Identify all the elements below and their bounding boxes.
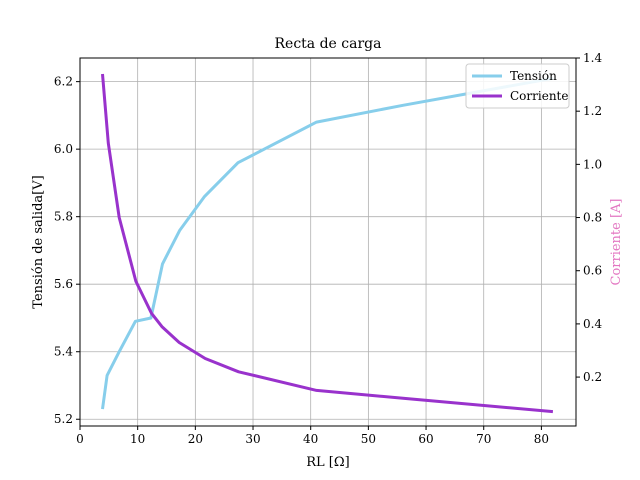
series-line-corriente: [101, 73, 554, 414]
x-tick-label: 80: [534, 432, 549, 446]
y-left-tick-label: 6.2: [54, 75, 73, 89]
x-tick-label: 20: [188, 432, 203, 446]
right-y-axis-label: Corriente [A]: [609, 198, 624, 285]
y-left-tick-label: 5.8: [54, 210, 73, 224]
x-tick-label: 60: [418, 432, 433, 446]
x-tick-label: 0: [76, 432, 84, 446]
x-axis-ticks: 0 10 20 30 40 50 60 70 80: [76, 426, 549, 446]
y-right-tick-label: 1.4: [583, 51, 602, 65]
plot-frame: [79, 57, 577, 427]
left-y-axis-ticks: 5.2 5.4 5.6 5.8 6.0 6.2: [54, 75, 80, 426]
legend: Tensión Corriente: [465, 63, 570, 109]
plot-lines: [101, 73, 554, 414]
y-left-tick-label: 5.6: [54, 277, 73, 291]
legend-label-tension: Tensión: [510, 69, 557, 83]
x-tick-label: 70: [476, 432, 491, 446]
x-tick-label: 10: [130, 432, 145, 446]
y-right-tick-label: 1.2: [583, 104, 602, 118]
left-y-axis-label: Tensión de salida[V]: [31, 175, 46, 308]
x-tick-label: 50: [361, 432, 376, 446]
y-left-tick-label: 5.4: [54, 345, 73, 359]
right-y-axis-ticks: 0.2 0.4 0.6 0.8 1.0 1.2 1.4: [576, 51, 602, 384]
chart-title: Recta de carga: [275, 36, 382, 52]
x-axis-label: RL [Ω]: [306, 455, 349, 470]
y-left-tick-label: 6.0: [54, 142, 73, 156]
x-tick-label: 40: [303, 432, 318, 446]
series-line-tension: [101, 76, 554, 410]
x-tick-label: 30: [245, 432, 260, 446]
grid: [79, 58, 576, 426]
y-left-tick-label: 5.2: [54, 412, 73, 426]
y-right-tick-label: 0.6: [583, 264, 602, 278]
y-right-tick-label: 0.2: [583, 370, 602, 384]
y-right-tick-label: 0.4: [583, 317, 602, 331]
legend-label-corriente: Corriente: [510, 89, 568, 103]
y-right-tick-label: 1.0: [583, 157, 602, 171]
y-right-tick-label: 0.8: [583, 211, 602, 225]
